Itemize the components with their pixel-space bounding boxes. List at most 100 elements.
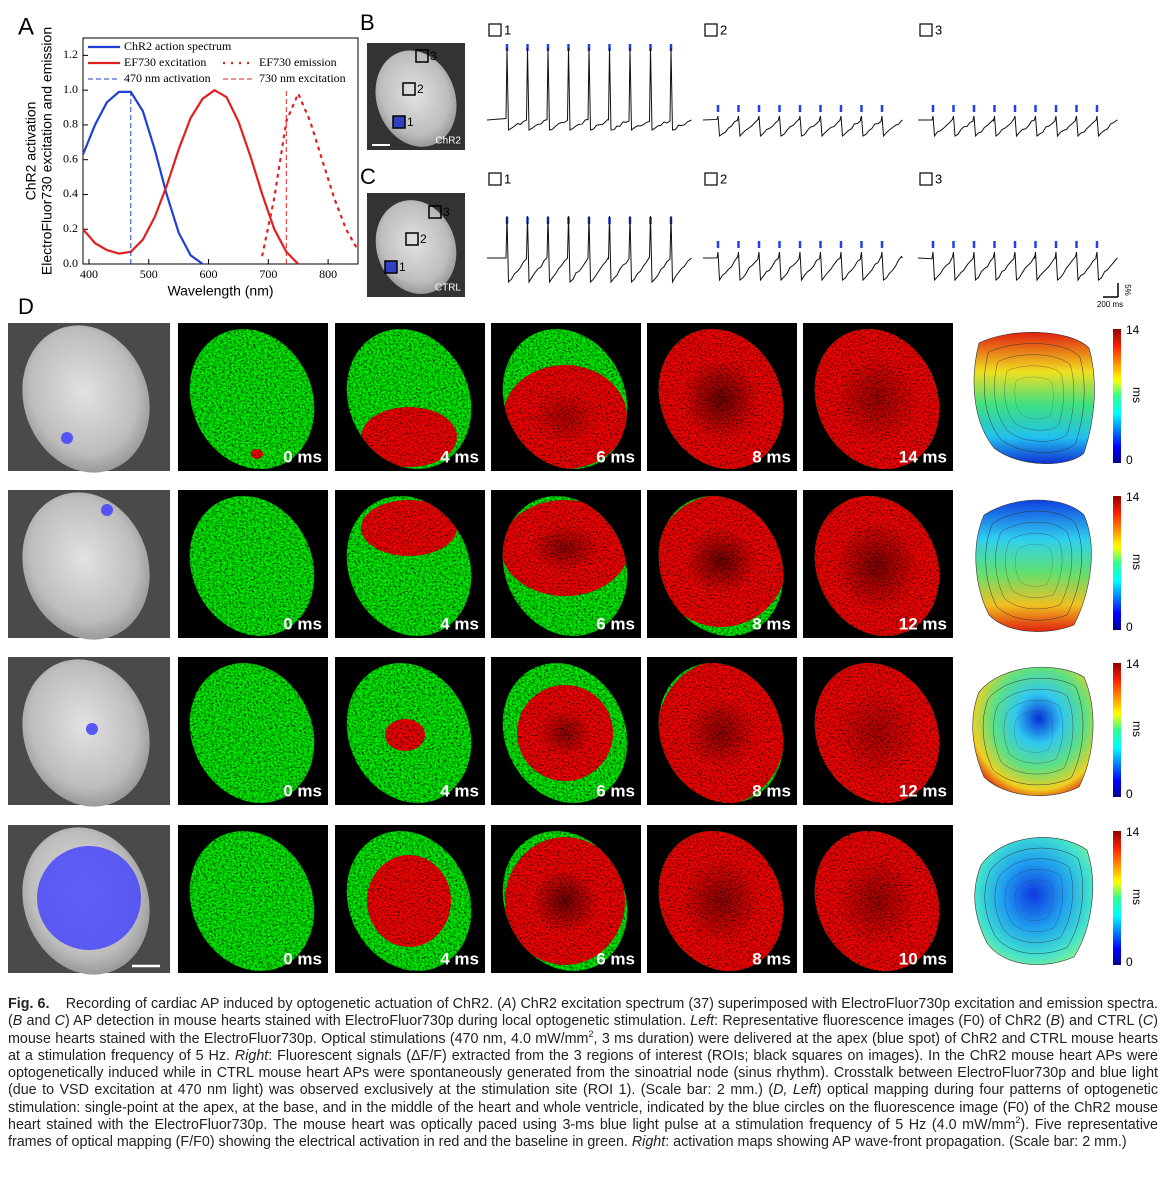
colorbar [1113,831,1121,965]
activation-region [385,719,425,751]
activation-region [501,500,629,596]
roi-box [488,172,502,186]
frame-time: 4 ms [440,447,479,466]
activation-region [657,661,785,805]
roi-box [415,49,429,63]
activation-region [802,309,952,489]
x-tick-label: 700 [259,267,277,281]
series-line [82,88,299,265]
colorbar-unit: ms [1130,889,1144,905]
roi-box [704,23,718,37]
activation-core [532,869,598,933]
activation-region [517,685,613,781]
roi-label: 2 [720,171,727,186]
panel-label: A [18,13,34,40]
isochrone [983,343,1085,453]
legend-label: ChR2 action spectrum [124,39,232,53]
stimulation-spot [61,432,73,444]
frame-time: 0 ms [283,447,322,466]
panel-label: B [360,10,375,35]
activation-core [685,697,757,769]
x-tick-label: 800 [319,267,337,281]
frame-time: 0 ms [283,781,322,800]
series-line [261,90,360,257]
activation-region [655,495,787,627]
caption-text: ). Five representative frames of optical… [8,1117,1158,1151]
baseline-signal [189,830,315,972]
roi-box [919,23,933,37]
y-tick-label: 0.6 [63,151,78,165]
activation-region [505,837,625,965]
activation-core [682,358,760,440]
frame-time: 6 ms [596,614,635,633]
y-tick-label: 1.2 [63,47,78,61]
caption-text: C [1142,1013,1154,1030]
colorbar [1113,329,1121,463]
activation-core [684,528,758,594]
activation-core [835,354,919,444]
fluorescence-heart [22,492,150,640]
caption-text: A [502,996,512,1012]
activation-map-fill [975,499,1092,632]
panel-label: D [18,294,34,319]
caption-text: B [1050,1013,1061,1030]
frame-time: 4 ms [440,949,479,968]
activation-region [251,449,263,459]
colorbar-min: 0 [1126,955,1133,969]
colorbar [1113,496,1121,630]
y-tick-label: 0.8 [63,117,78,131]
roi-label: 1 [399,260,406,274]
activation-signal [361,407,457,467]
roi-label: 2 [720,22,727,37]
isochrone [984,847,1083,954]
legend-label: EF730 emission [259,55,337,69]
frame-time: 6 ms [596,949,635,968]
x-axis-label: Wavelength (nm) [167,283,273,299]
activation-region [651,317,791,481]
caption-text: D, Left [773,1082,817,1099]
roi-box [384,260,398,274]
activation-map [973,332,1095,464]
roi-box [919,172,933,186]
frame-time: 12 ms [899,781,947,800]
signal-trace [702,115,903,138]
y-tick-label: 0.2 [63,221,78,235]
frame-time: 4 ms [440,614,479,633]
y-tick-label: 1.0 [63,82,78,96]
frame-time: 8 ms [752,614,791,633]
caption-text: C [54,1013,65,1030]
figure: A 0.0 0.2 0.4 0.6 0.8 1.0 1.2 400 500 600 700 800 Wav… [8,10,1144,990]
roi-box [488,23,502,37]
activation-region [802,811,952,990]
activation-region [361,500,457,556]
isochrone [982,678,1084,786]
panel-label: C [360,164,376,189]
colorbar-min: 0 [1126,620,1133,634]
legend-label: 470 nm activation [124,71,211,85]
roi-label: 1 [504,171,511,186]
roi-box [428,205,442,219]
caption-text: Right [234,1047,269,1064]
baseline-signal [189,495,315,637]
roi-label: 3 [935,171,942,186]
roi-label: 1 [407,115,414,129]
signal-trace [486,215,692,284]
caption-text: ) and CTRL ( [1060,1013,1143,1030]
caption-text: Recording of cardiac AP induced by optog… [49,996,503,1012]
roi-label: 2 [417,82,424,96]
caption-text: 2 [1015,1115,1021,1126]
colorbar-min: 0 [1126,787,1133,801]
frame-time: 12 ms [899,614,947,633]
frame-time: 0 ms [283,949,322,968]
activation-signal [385,719,425,751]
scale-label: 5% [1123,284,1132,296]
stimulation-spot [37,846,141,950]
y-tick-label: 0.4 [63,186,78,200]
signal-trace [702,251,903,282]
signal-trace [917,251,1118,282]
caption-text: ) ChR2 excitation spectrum (37) superimp… [8,996,1159,1030]
plot-frame [82,37,359,265]
caption-text: : Representative fluorescence images (F0… [714,1013,1051,1030]
fluorescence-heart [22,659,150,807]
activation-region [361,407,457,467]
